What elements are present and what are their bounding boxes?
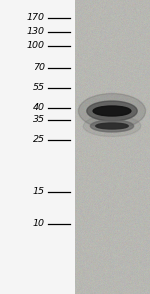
Ellipse shape (93, 106, 131, 116)
Ellipse shape (78, 93, 146, 128)
Text: 130: 130 (27, 28, 45, 36)
Ellipse shape (96, 123, 128, 129)
Text: 100: 100 (27, 41, 45, 51)
Ellipse shape (87, 101, 137, 121)
Text: 55: 55 (33, 83, 45, 93)
Text: 70: 70 (33, 64, 45, 73)
Text: 170: 170 (27, 14, 45, 23)
Ellipse shape (90, 120, 134, 132)
Bar (0, 0, 75, 294)
Text: 15: 15 (33, 188, 45, 196)
Text: 25: 25 (33, 136, 45, 144)
Text: 35: 35 (33, 116, 45, 124)
Ellipse shape (83, 116, 141, 136)
Text: 10: 10 (33, 220, 45, 228)
Text: 40: 40 (33, 103, 45, 113)
